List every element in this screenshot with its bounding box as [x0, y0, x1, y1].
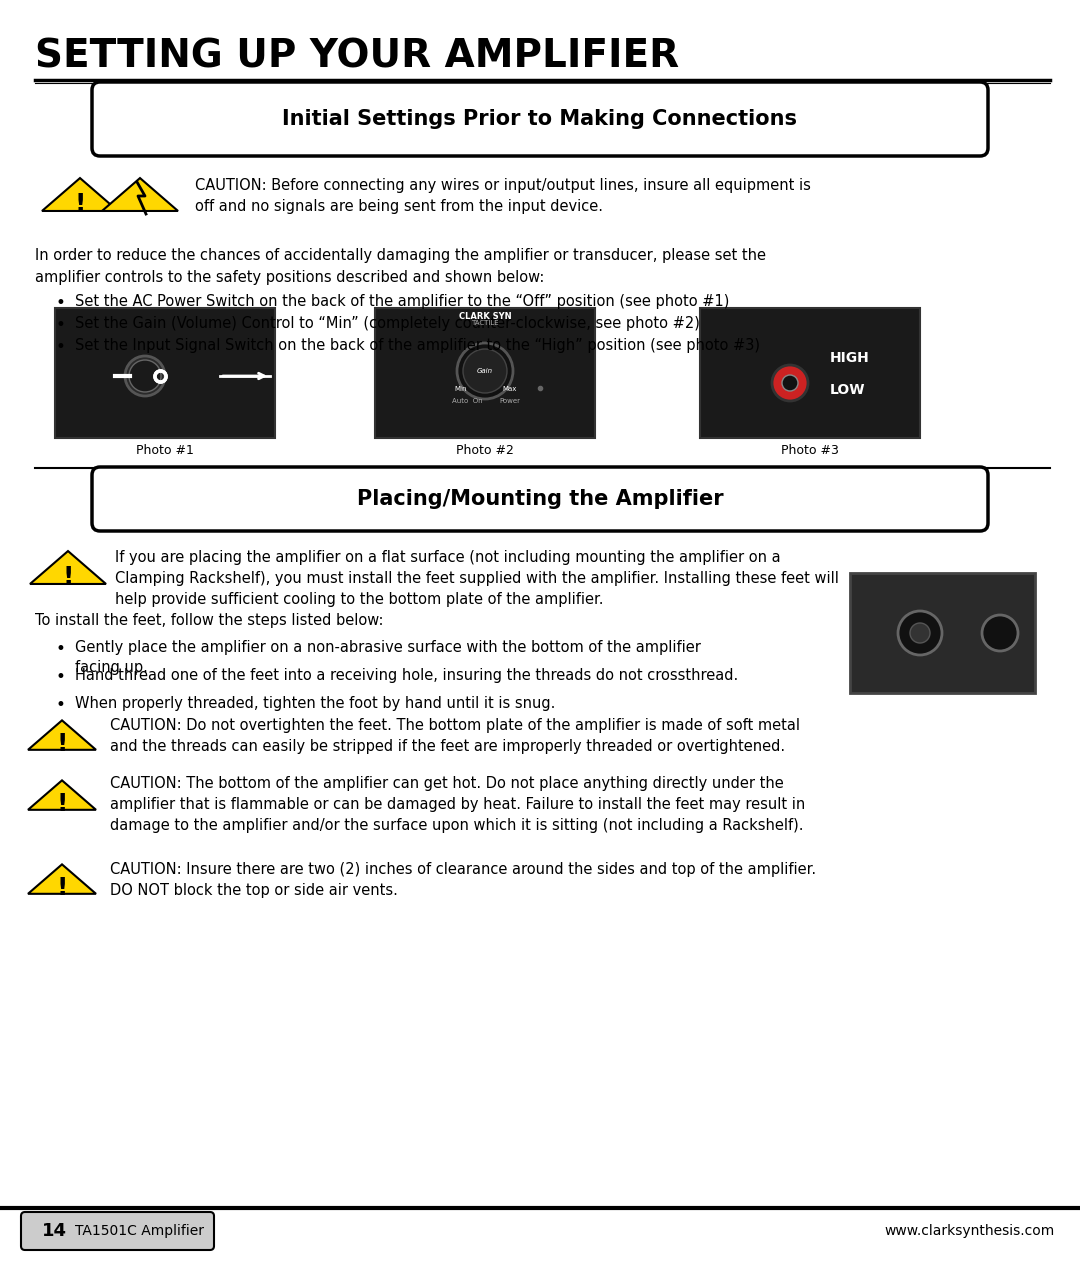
Text: TA1501C Amplifier: TA1501C Amplifier	[75, 1224, 204, 1238]
Polygon shape	[42, 178, 118, 210]
FancyBboxPatch shape	[21, 1212, 214, 1250]
Text: CLARK SYN: CLARK SYN	[459, 312, 511, 321]
Text: SETTING UP YOUR AMPLIFIER: SETTING UP YOUR AMPLIFIER	[35, 38, 679, 76]
Text: !: !	[63, 566, 73, 590]
Text: CAUTION: Do not overtighten the feet. The bottom plate of the amplifier is made : CAUTION: Do not overtighten the feet. Th…	[110, 718, 800, 754]
Text: !: !	[56, 732, 68, 756]
Text: LOW: LOW	[831, 383, 865, 397]
Text: •: •	[55, 696, 65, 714]
Text: Initial Settings Prior to Making Connections: Initial Settings Prior to Making Connect…	[283, 109, 797, 129]
Text: In order to reduce the chances of accidentally damaging the amplifier or transdu: In order to reduce the chances of accide…	[35, 249, 766, 285]
Circle shape	[782, 375, 798, 391]
Text: Set the AC Power Switch on the back of the amplifier to the “Off” position (see : Set the AC Power Switch on the back of t…	[75, 294, 729, 309]
Bar	[850, 573, 1035, 694]
Bar	[55, 308, 275, 437]
Text: •: •	[55, 640, 65, 658]
Text: www.clarksynthesis.com: www.clarksynthesis.com	[885, 1224, 1055, 1238]
Circle shape	[897, 611, 942, 656]
Circle shape	[457, 344, 513, 399]
Text: HIGH: HIGH	[831, 351, 869, 365]
Polygon shape	[28, 780, 96, 810]
FancyBboxPatch shape	[92, 82, 988, 156]
Text: CAUTION: The bottom of the amplifier can get hot. Do not place anything directly: CAUTION: The bottom of the amplifier can…	[110, 776, 806, 833]
Text: •: •	[55, 339, 65, 356]
Text: TACTILE: TACTILE	[471, 320, 499, 326]
Circle shape	[982, 615, 1018, 650]
Text: To install the feet, follow the steps listed below:: To install the feet, follow the steps li…	[35, 612, 383, 628]
Circle shape	[129, 360, 161, 392]
Text: 14: 14	[42, 1222, 67, 1240]
Text: •: •	[55, 294, 65, 312]
Text: CAUTION: Insure there are two (2) inches of clearance around the sides and top o: CAUTION: Insure there are two (2) inches…	[110, 862, 816, 898]
Text: Photo #2: Photo #2	[456, 444, 514, 456]
Text: Set the Input Signal Switch on the back of the amplifier to the “High” position : Set the Input Signal Switch on the back …	[75, 339, 760, 353]
Polygon shape	[28, 865, 96, 894]
Text: Auto  On: Auto On	[451, 398, 483, 404]
Circle shape	[910, 623, 930, 643]
Text: Placing/Mounting the Amplifier: Placing/Mounting the Amplifier	[356, 489, 724, 508]
Text: Max: Max	[503, 385, 517, 392]
Text: CAUTION: Before connecting any wires or input/output lines, insure all equipment: CAUTION: Before connecting any wires or …	[195, 178, 811, 214]
Text: If you are placing the amplifier on a flat surface (not including mounting the a: If you are placing the amplifier on a fl…	[114, 550, 839, 607]
Text: !: !	[75, 191, 85, 216]
Text: •: •	[55, 316, 65, 333]
Text: Power: Power	[499, 398, 521, 404]
Polygon shape	[28, 720, 96, 749]
Circle shape	[125, 356, 165, 396]
Polygon shape	[30, 552, 106, 585]
Text: Gently place the amplifier on a non-abrasive surface with the bottom of the ampl: Gently place the amplifier on a non-abra…	[75, 640, 701, 675]
Text: Hand thread one of the feet into a receiving hole, insuring the threads do not c: Hand thread one of the feet into a recei…	[75, 668, 739, 683]
Text: Min: Min	[455, 385, 468, 392]
Circle shape	[463, 349, 507, 393]
Text: Photo #3: Photo #3	[781, 444, 839, 456]
Polygon shape	[102, 178, 178, 210]
FancyBboxPatch shape	[92, 467, 988, 531]
Text: !: !	[56, 792, 68, 817]
Text: When properly threaded, tighten the foot by hand until it is snug.: When properly threaded, tighten the foot…	[75, 696, 555, 711]
Text: !: !	[56, 876, 68, 900]
Text: Photo #1: Photo #1	[136, 444, 194, 456]
Text: Gain: Gain	[477, 368, 494, 374]
Text: Set the Gain (Volume) Control to “Min” (completely counter-clockwise, see photo : Set the Gain (Volume) Control to “Min” (…	[75, 316, 700, 331]
Bar	[375, 308, 595, 437]
Text: •: •	[55, 668, 65, 686]
Bar	[700, 308, 920, 437]
Circle shape	[772, 365, 808, 401]
